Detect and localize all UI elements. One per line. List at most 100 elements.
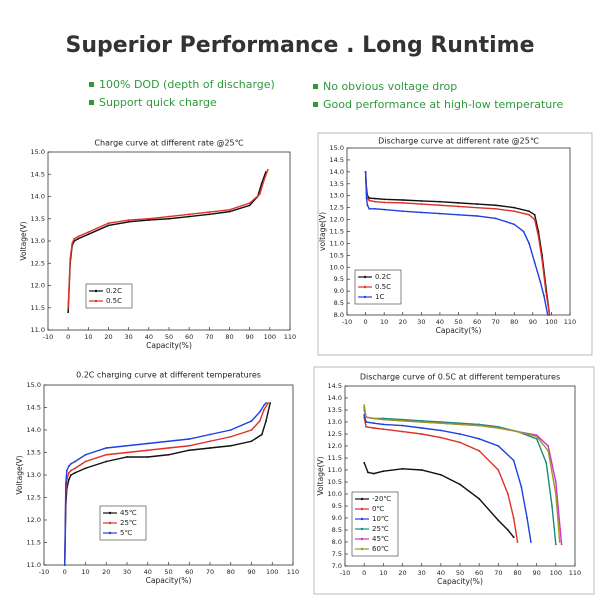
data-point xyxy=(84,467,87,470)
y-axis-label: Voltage(V) xyxy=(19,221,28,260)
data-point xyxy=(368,207,371,210)
legend-marker xyxy=(108,511,112,515)
y-tick-label: 14.0 xyxy=(330,168,344,176)
legend-marker xyxy=(360,507,364,511)
y-tick-label: 8.5 xyxy=(332,526,342,534)
data-line xyxy=(64,402,271,566)
y-tick-label: 14.5 xyxy=(27,404,41,412)
legend-marker xyxy=(363,285,367,289)
data-point xyxy=(494,204,497,207)
x-tick-label: 10 xyxy=(81,568,89,576)
legend-marker xyxy=(363,295,367,299)
y-tick-label: 14.0 xyxy=(31,193,45,201)
data-point xyxy=(383,201,386,204)
x-tick-label: 100 xyxy=(545,318,557,326)
x-tick-label: 20 xyxy=(104,333,112,341)
data-point xyxy=(401,201,404,204)
data-point xyxy=(546,314,549,316)
data-point xyxy=(372,417,375,420)
y-tick-label: 13.0 xyxy=(330,192,344,200)
y-tick-label: 11.0 xyxy=(27,561,41,569)
y-tick-label: 12.5 xyxy=(328,430,342,438)
data-point xyxy=(105,453,108,456)
data-point xyxy=(497,469,500,471)
y-tick-label: 12.0 xyxy=(330,216,344,224)
data-point xyxy=(439,204,441,207)
data-point xyxy=(188,449,191,452)
data-point xyxy=(365,425,367,428)
legend-label: 25℃ xyxy=(372,525,389,533)
data-point xyxy=(84,453,87,456)
x-tick-label: 50 xyxy=(165,333,173,341)
data-point xyxy=(513,210,516,213)
data-point xyxy=(554,481,557,483)
data-point xyxy=(494,217,497,220)
data-point xyxy=(209,447,211,449)
data-point xyxy=(420,469,423,471)
data-point xyxy=(260,182,263,185)
x-tick-label: 30 xyxy=(417,318,425,326)
data-point xyxy=(258,193,261,196)
x-tick-label: 80 xyxy=(225,333,233,341)
legend-label: 0.2C xyxy=(106,287,122,295)
data-point xyxy=(439,473,442,476)
y-tick-label: 14.5 xyxy=(330,156,344,164)
data-point xyxy=(167,447,170,449)
plot-frame xyxy=(43,384,294,566)
legend-box xyxy=(351,491,399,557)
legend-marker xyxy=(94,289,98,293)
y-tick-label: 15.0 xyxy=(330,144,344,152)
data-point xyxy=(366,204,369,207)
y-tick-label: 13.0 xyxy=(31,237,45,245)
data-point xyxy=(383,198,386,201)
x-tick-label: 70 xyxy=(492,318,500,326)
data-point xyxy=(476,206,478,209)
data-point xyxy=(84,460,87,463)
data-point xyxy=(420,427,423,429)
data-point xyxy=(68,465,70,467)
data-point xyxy=(63,564,66,566)
x-tick-label: 50 xyxy=(454,318,462,326)
data-point xyxy=(67,311,70,314)
data-point xyxy=(420,203,423,205)
x-tick-label: 80 xyxy=(227,568,235,576)
data-point xyxy=(457,213,460,216)
data-point xyxy=(70,462,72,465)
data-point xyxy=(382,418,385,421)
data-point xyxy=(250,429,253,431)
data-point xyxy=(65,469,68,472)
data-point xyxy=(188,213,191,216)
data-point xyxy=(168,217,170,220)
data-point xyxy=(507,529,509,531)
data-point xyxy=(146,456,149,458)
data-point xyxy=(67,306,70,309)
y-tick-label: 9.5 xyxy=(334,275,344,283)
y-tick-label: 12.5 xyxy=(31,259,45,267)
data-point xyxy=(127,220,130,223)
data-point xyxy=(87,231,90,234)
data-point xyxy=(269,402,272,404)
y-tick-label: 15.0 xyxy=(27,381,41,389)
data-point xyxy=(535,437,538,440)
legend-label: 10℃ xyxy=(372,515,389,523)
data-point xyxy=(260,433,263,436)
y-tick-label: 11.0 xyxy=(330,239,344,247)
data-point xyxy=(70,469,72,472)
data-point xyxy=(545,461,548,464)
legend-marker xyxy=(94,299,98,303)
data-point xyxy=(188,444,191,447)
data-point xyxy=(537,235,540,238)
x-tick-label: 90 xyxy=(533,569,541,577)
chart-title: Discharge curve at different rate @25℃ xyxy=(378,137,539,146)
data-point xyxy=(87,233,90,236)
x-tick-label: -10 xyxy=(342,318,353,326)
data-point xyxy=(554,543,557,546)
x-tick-label: 70 xyxy=(205,333,213,341)
x-axis-label: Capacity(%) xyxy=(146,576,192,585)
data-point xyxy=(229,444,232,447)
data-point xyxy=(188,215,191,218)
feature: Good performance at high-low temperature xyxy=(323,98,564,111)
y-tick-label: 7.5 xyxy=(332,550,342,558)
data-point xyxy=(188,438,191,440)
